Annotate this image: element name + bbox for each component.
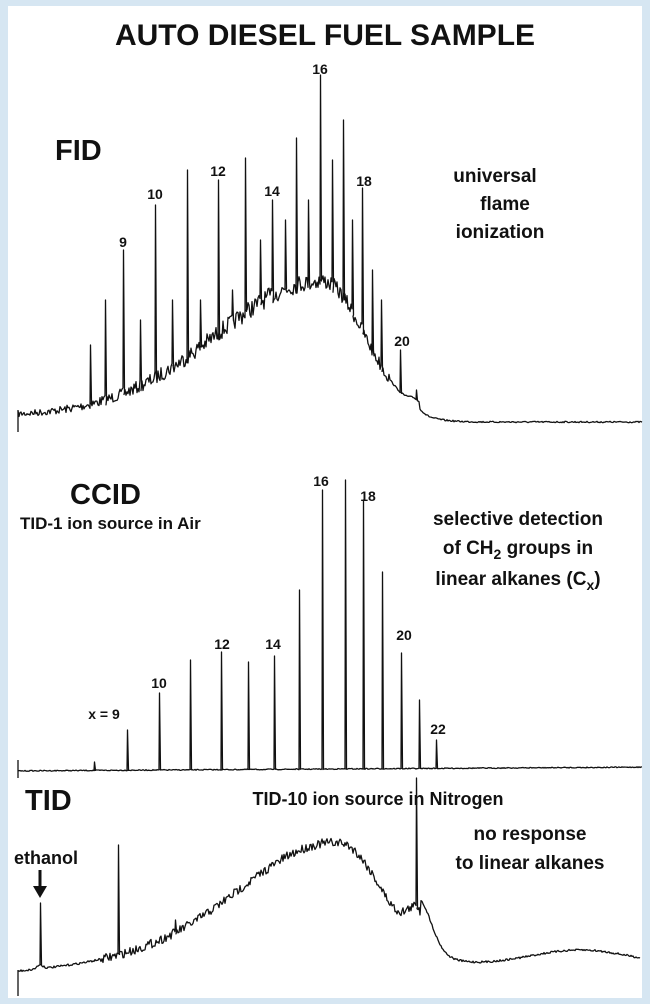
description-part: of CH	[443, 538, 494, 559]
panel-background	[8, 6, 642, 998]
peak-label: 14	[264, 183, 280, 199]
chromatogram-trace	[17, 479, 643, 772]
subtitle: TID-1 ion source in Air	[20, 514, 201, 533]
peak-label: 12	[210, 163, 226, 179]
peak-label: 18	[360, 488, 376, 504]
peak-label: 22	[430, 721, 446, 737]
description-part: groups in	[501, 538, 593, 559]
peak-label: 16	[313, 473, 329, 489]
description: ionization	[456, 222, 545, 243]
peak-label: 10	[151, 675, 167, 691]
peak-label: 16	[312, 61, 328, 77]
peak-label: 10	[147, 186, 163, 202]
peak-label: 20	[394, 333, 410, 349]
annotation: ethanol	[14, 848, 78, 868]
description: of CH2 groups in	[443, 538, 593, 562]
description: to linear alkanes	[456, 853, 605, 874]
peak-label: 9	[119, 234, 127, 250]
description: universal	[453, 166, 536, 187]
description: linear alkanes (Cx)	[435, 569, 600, 593]
description: flame	[480, 194, 530, 215]
peak-label: 18	[356, 173, 372, 189]
description: selective detection	[433, 509, 603, 530]
peak-label: 20	[396, 627, 412, 643]
peak-label: x = 9	[88, 706, 120, 722]
description: no response	[474, 824, 587, 845]
chromatogram-trace	[17, 777, 641, 973]
description-part: linear alkanes (C	[435, 569, 586, 590]
chromatogram-trace	[17, 74, 643, 424]
panel-name: FID	[55, 135, 102, 167]
subscript: 2	[494, 546, 502, 562]
panel-name: CCID	[70, 479, 141, 511]
description-part: )	[594, 569, 600, 590]
title: AUTO DIESEL FUEL SAMPLE	[115, 19, 535, 52]
peak-label: 14	[265, 636, 281, 652]
subtitle: TID-10 ion source in Nitrogen	[252, 789, 503, 809]
peak-label: 12	[214, 636, 230, 652]
subscript: x	[586, 577, 594, 593]
arrow-head	[33, 886, 47, 898]
panel-name: TID	[25, 785, 72, 817]
